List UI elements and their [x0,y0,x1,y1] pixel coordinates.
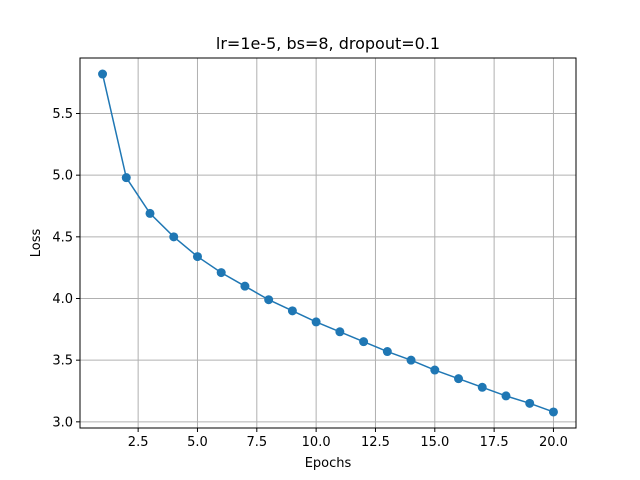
data-point [359,337,369,347]
y-axis-label: Loss [29,229,44,258]
data-point [192,252,202,262]
data-point [382,347,392,357]
y-tick-label: 4.5 [52,230,73,245]
data-point [501,391,511,401]
x-tick-label: 12.5 [361,435,390,450]
x-tick-label: 2.5 [128,435,149,450]
x-tick-label: 10.0 [302,435,331,450]
data-point [548,407,558,417]
y-tick-label: 5.0 [52,169,73,184]
data-point [121,173,131,183]
data-point [335,327,345,337]
y-ticks: 3.0 3.5 4.0 4.5 5.0 5.5 [52,107,80,430]
data-point [430,365,440,375]
x-tick-label: 5.0 [187,435,208,450]
data-point [287,306,297,316]
data-point [216,268,226,278]
y-tick-label: 3.0 [52,415,73,430]
data-point [525,398,535,408]
chart-title: lr=1e-5, bs=8, dropout=0.1 [216,34,440,53]
y-tick-label: 4.0 [52,292,73,307]
grid [80,58,576,428]
data-point [264,295,274,305]
x-tick-label: 7.5 [246,435,267,450]
data-point [311,317,321,327]
data-point [406,355,416,365]
x-ticks: 2.5 5.0 7.5 10.0 12.5 15.0 17.5 20.0 [128,428,568,450]
y-tick-label: 5.5 [52,107,73,122]
x-axis-label: Epochs [305,456,352,471]
x-tick-label: 15.0 [420,435,449,450]
data-point [454,374,464,384]
data-point [98,69,108,79]
series-loss [98,69,558,417]
data-point [240,281,250,291]
data-point [145,208,155,218]
data-point [169,232,179,242]
x-tick-label: 17.5 [480,435,509,450]
x-tick-label: 20.0 [539,435,568,450]
data-point [477,382,487,392]
plot-frame [79,57,577,429]
y-tick-label: 3.5 [52,354,73,369]
